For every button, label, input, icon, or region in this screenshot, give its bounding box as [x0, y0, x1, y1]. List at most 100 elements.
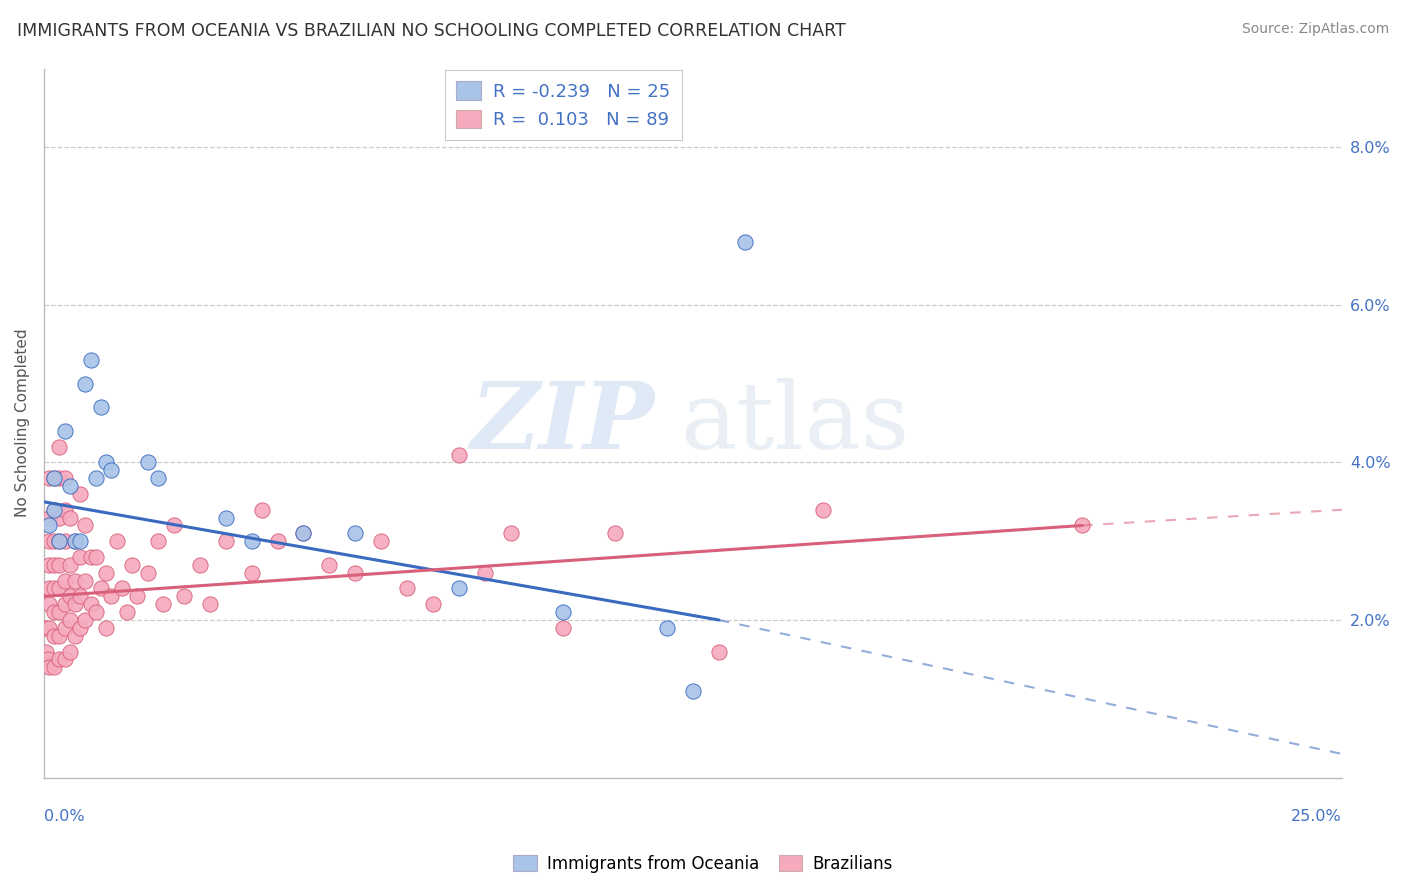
Point — [53, 471, 76, 485]
Point — [551, 605, 574, 619]
Point — [127, 590, 149, 604]
Point — [188, 558, 211, 572]
Point — [75, 518, 97, 533]
Point — [53, 574, 76, 588]
Point — [63, 597, 86, 611]
Point — [84, 549, 107, 564]
Point — [75, 376, 97, 391]
Point — [44, 471, 66, 485]
Point — [96, 455, 118, 469]
Point — [69, 487, 91, 501]
Point — [146, 471, 169, 485]
Point — [240, 566, 263, 580]
Point — [240, 534, 263, 549]
Point — [34, 621, 56, 635]
Point — [38, 660, 60, 674]
Point — [75, 613, 97, 627]
Legend: R = -0.239   N = 25, R =  0.103   N = 89: R = -0.239 N = 25, R = 0.103 N = 89 — [444, 70, 682, 140]
Point — [214, 510, 236, 524]
Point — [105, 534, 128, 549]
Point — [603, 526, 626, 541]
Point — [551, 621, 574, 635]
Point — [44, 660, 66, 674]
Point — [53, 621, 76, 635]
Point — [84, 471, 107, 485]
Point — [59, 590, 82, 604]
Text: ZIP: ZIP — [470, 378, 654, 468]
Point — [344, 526, 367, 541]
Point — [48, 652, 70, 666]
Point — [198, 597, 221, 611]
Point — [396, 582, 419, 596]
Point — [38, 510, 60, 524]
Point — [136, 566, 159, 580]
Point — [48, 534, 70, 549]
Point — [35, 644, 58, 658]
Point — [44, 605, 66, 619]
Point — [79, 353, 101, 368]
Point — [48, 582, 70, 596]
Point — [48, 440, 70, 454]
Point — [75, 574, 97, 588]
Point — [318, 558, 340, 572]
Point — [63, 534, 86, 549]
Point — [682, 684, 704, 698]
Point — [38, 471, 60, 485]
Point — [84, 605, 107, 619]
Point — [53, 424, 76, 438]
Point — [163, 518, 186, 533]
Point — [474, 566, 496, 580]
Point — [173, 590, 195, 604]
Point — [152, 597, 174, 611]
Point — [292, 526, 315, 541]
Point — [69, 534, 91, 549]
Point — [44, 582, 66, 596]
Point — [48, 605, 70, 619]
Point — [79, 549, 101, 564]
Text: 0.0%: 0.0% — [44, 809, 84, 824]
Point — [48, 629, 70, 643]
Point — [115, 605, 138, 619]
Point — [214, 534, 236, 549]
Point — [44, 471, 66, 485]
Point — [59, 479, 82, 493]
Point — [121, 558, 143, 572]
Point — [449, 448, 471, 462]
Point — [37, 652, 59, 666]
Point — [53, 534, 76, 549]
Point — [422, 597, 444, 611]
Point — [44, 502, 66, 516]
Point — [1071, 518, 1094, 533]
Point — [38, 558, 60, 572]
Point — [44, 558, 66, 572]
Point — [90, 401, 112, 415]
Point — [734, 235, 756, 249]
Point — [69, 549, 91, 564]
Text: atlas: atlas — [681, 378, 910, 468]
Point — [655, 621, 678, 635]
Point — [90, 582, 112, 596]
Point — [48, 471, 70, 485]
Point — [38, 534, 60, 549]
Point — [38, 518, 60, 533]
Point — [100, 463, 122, 477]
Point — [38, 597, 60, 611]
Point — [44, 502, 66, 516]
Point — [292, 526, 315, 541]
Point — [53, 597, 76, 611]
Point — [449, 582, 471, 596]
Point — [344, 566, 367, 580]
Legend: Immigrants from Oceania, Brazilians: Immigrants from Oceania, Brazilians — [506, 848, 900, 880]
Point — [69, 621, 91, 635]
Point — [100, 590, 122, 604]
Point — [44, 629, 66, 643]
Point — [811, 502, 834, 516]
Point — [48, 510, 70, 524]
Point — [63, 534, 86, 549]
Point — [111, 582, 134, 596]
Point — [59, 510, 82, 524]
Point — [63, 574, 86, 588]
Point — [136, 455, 159, 469]
Point — [266, 534, 288, 549]
Point — [38, 621, 60, 635]
